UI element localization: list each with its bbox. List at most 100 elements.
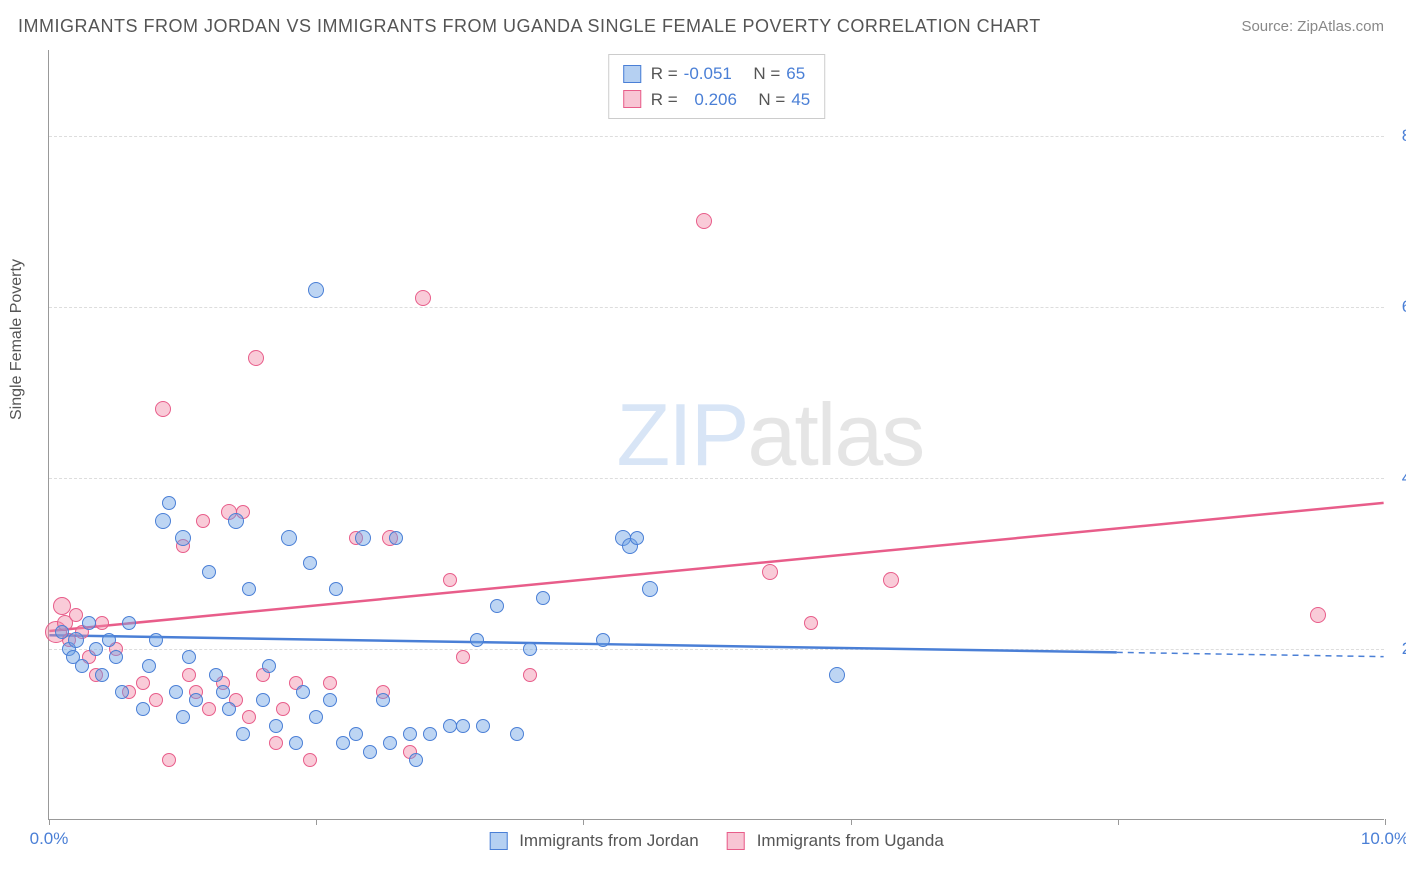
data-point	[536, 591, 550, 605]
data-point	[336, 736, 350, 750]
swatch-blue-icon	[489, 832, 507, 850]
watermark-atlas: atlas	[747, 385, 923, 484]
data-point	[443, 573, 457, 587]
data-point	[95, 668, 109, 682]
data-point	[510, 727, 524, 741]
data-point	[169, 685, 183, 699]
data-point	[696, 213, 712, 229]
data-point	[256, 693, 270, 707]
data-point	[142, 659, 156, 673]
y-tick-label: 20.0%	[1402, 639, 1406, 659]
n-value-jordan: 65	[786, 61, 805, 87]
r-label: R =	[651, 61, 678, 87]
y-tick-label: 80.0%	[1402, 126, 1406, 146]
n-label: N =	[758, 87, 785, 113]
data-point	[149, 633, 163, 647]
data-point	[323, 676, 337, 690]
y-tick-label: 60.0%	[1402, 297, 1406, 317]
n-value-uganda: 45	[791, 87, 810, 113]
r-value-jordan: -0.051	[684, 61, 732, 87]
data-point	[196, 514, 210, 528]
data-point	[176, 710, 190, 724]
data-point	[182, 650, 196, 664]
data-point	[82, 616, 96, 630]
data-point	[403, 727, 417, 741]
data-point	[136, 702, 150, 716]
data-point	[456, 719, 470, 733]
data-point	[248, 350, 264, 366]
data-point	[309, 710, 323, 724]
data-point	[236, 727, 250, 741]
data-point	[276, 702, 290, 716]
data-point	[523, 668, 537, 682]
data-point	[762, 564, 778, 580]
data-point	[596, 633, 610, 647]
data-point	[269, 719, 283, 733]
data-point	[162, 496, 176, 510]
data-point	[68, 632, 84, 648]
legend-label-jordan: Immigrants from Jordan	[519, 831, 699, 851]
data-point	[303, 753, 317, 767]
data-point	[202, 702, 216, 716]
data-point	[95, 616, 109, 630]
data-point	[523, 642, 537, 656]
data-point	[149, 693, 163, 707]
data-point	[75, 659, 89, 673]
data-point	[323, 693, 337, 707]
data-point	[222, 702, 236, 716]
data-point	[423, 727, 437, 741]
data-point	[209, 668, 223, 682]
data-point	[804, 616, 818, 630]
y-axis-label: Single Female Poverty	[8, 259, 26, 420]
x-tick-label: 0.0%	[30, 829, 69, 849]
chart-plot-area: ZIPatlas 20.0%40.0%60.0%80.0% 0.0%10.0% …	[48, 50, 1384, 820]
data-point	[829, 667, 845, 683]
legend-item-uganda: Immigrants from Uganda	[727, 831, 944, 851]
r-label: R =	[651, 87, 678, 113]
legend-item-jordan: Immigrants from Jordan	[489, 831, 699, 851]
data-point	[189, 693, 203, 707]
trendlines-svg	[49, 50, 1384, 819]
data-point	[415, 290, 431, 306]
data-point	[262, 659, 276, 673]
data-point	[456, 650, 470, 664]
data-point	[476, 719, 490, 733]
data-point	[102, 633, 116, 647]
chart-title: IMMIGRANTS FROM JORDAN VS IMMIGRANTS FRO…	[18, 16, 1041, 37]
swatch-pink-icon	[727, 832, 745, 850]
y-tick-label: 40.0%	[1402, 468, 1406, 488]
data-point	[242, 710, 256, 724]
data-point	[355, 530, 371, 546]
data-point	[136, 676, 150, 690]
data-point	[308, 282, 324, 298]
data-point	[69, 608, 83, 622]
r-value-uganda: 0.206	[694, 87, 737, 113]
data-point	[363, 745, 377, 759]
data-point	[228, 513, 244, 529]
data-point	[122, 616, 136, 630]
data-point	[216, 685, 230, 699]
data-point	[349, 727, 363, 741]
data-point	[642, 581, 658, 597]
x-tick-label: 10.0%	[1361, 829, 1406, 849]
data-point	[883, 572, 899, 588]
data-point	[155, 401, 171, 417]
data-point	[175, 530, 191, 546]
data-point	[409, 753, 423, 767]
data-point	[303, 556, 317, 570]
data-point	[182, 668, 196, 682]
data-point	[162, 753, 176, 767]
data-point	[202, 565, 216, 579]
data-point	[1310, 607, 1326, 623]
data-point	[329, 582, 343, 596]
data-point	[630, 531, 644, 545]
data-point	[443, 719, 457, 733]
corr-row-uganda: R = 0.206 N = 45	[623, 87, 811, 113]
swatch-blue-icon	[623, 65, 641, 83]
data-point	[296, 685, 310, 699]
data-point	[376, 693, 390, 707]
n-label: N =	[753, 61, 780, 87]
data-point	[383, 736, 397, 750]
data-point	[242, 582, 256, 596]
legend-label-uganda: Immigrants from Uganda	[757, 831, 944, 851]
